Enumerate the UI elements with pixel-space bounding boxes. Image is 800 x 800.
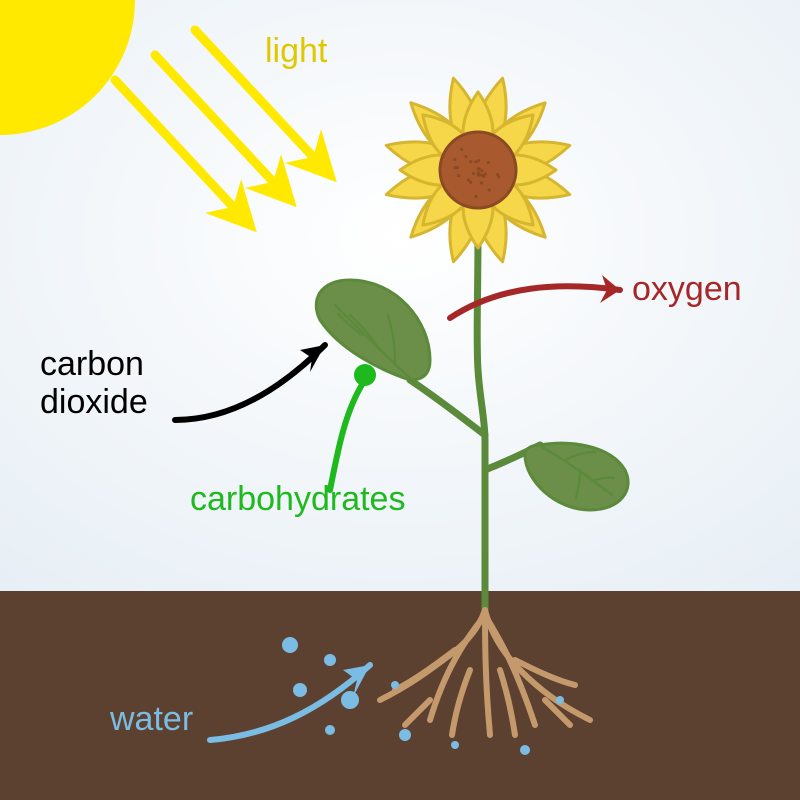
- photosynthesis-diagram: light oxygen carbon dioxide carbohydrate…: [0, 0, 800, 800]
- oxygen-label: oxygen: [632, 270, 742, 308]
- light-label: light: [265, 32, 328, 70]
- water-label: water: [109, 700, 193, 738]
- ground-background: [0, 591, 800, 800]
- carbon-dioxide-label: carbon: [40, 345, 144, 383]
- carbon-dioxide-label: dioxide: [40, 383, 148, 421]
- sunflower-icon: [386, 78, 570, 262]
- carbohydrates-label: carbohydrates: [190, 480, 405, 518]
